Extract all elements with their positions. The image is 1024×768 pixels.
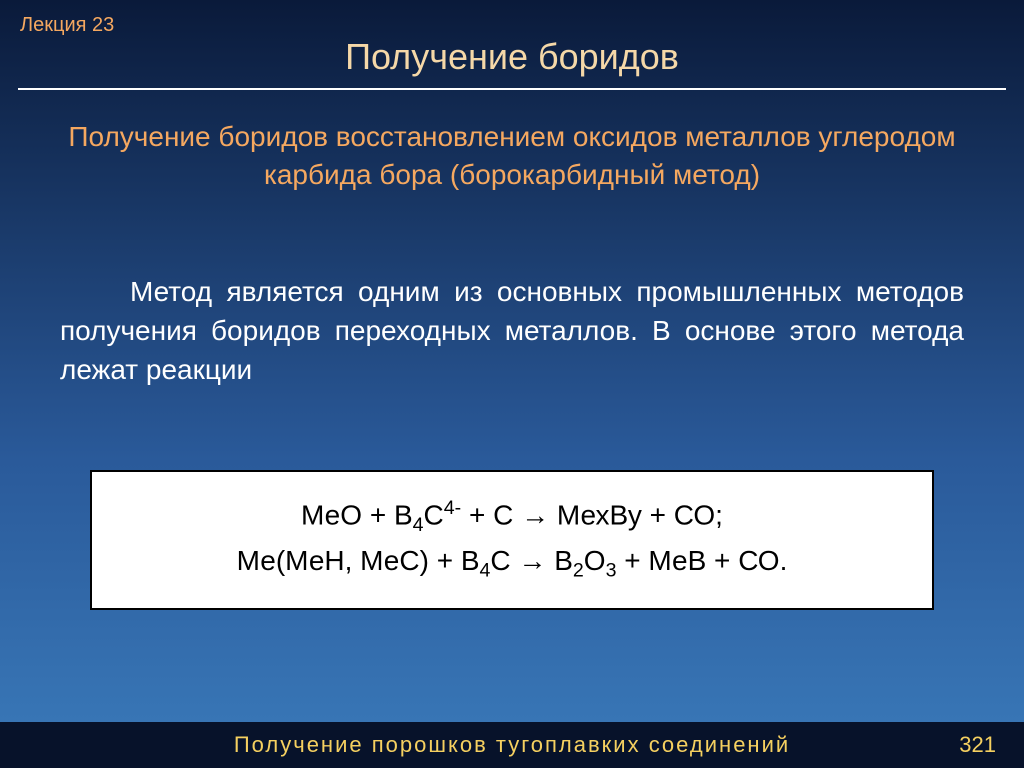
footer-title: Получение порошков тугоплавких соединени… bbox=[234, 732, 790, 758]
divider bbox=[18, 88, 1006, 90]
body-paragraph: Метод является одним из основных промышл… bbox=[60, 272, 964, 390]
footer-bar: Получение порошков тугоплавких соединени… bbox=[0, 722, 1024, 768]
formula-line-1: МеО + В4С4- + С → МехВу + СО; bbox=[122, 494, 902, 540]
slide-title: Получение боридов bbox=[0, 36, 1024, 78]
formula-box: МеО + В4С4- + С → МехВу + СО; Ме(МеН, Ме… bbox=[90, 470, 934, 610]
lecture-label: Лекция 23 bbox=[20, 14, 114, 37]
subtitle-text: Получение боридов восстановлением оксидо… bbox=[60, 118, 964, 194]
formula-line-2: Ме(МеН, МеС) + В4С → В2О3 + МеВ + СО. bbox=[122, 540, 902, 586]
page-number: 321 bbox=[959, 732, 996, 758]
